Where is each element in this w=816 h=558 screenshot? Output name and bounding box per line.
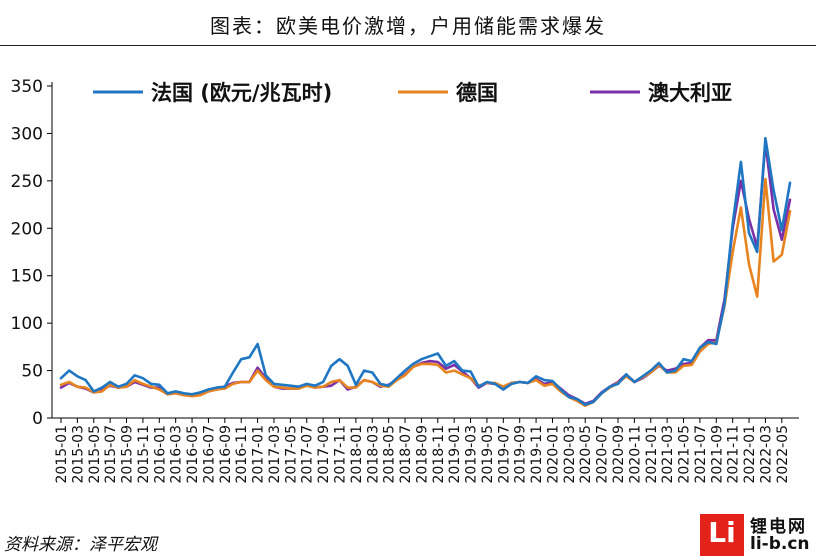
y-tick-label: 200 [11, 219, 43, 239]
y-tick-label: 150 [11, 267, 43, 287]
y-axis: 0 50 100 150 200 250 300 350 [11, 77, 53, 429]
x-tick-label: 2021-09 [709, 425, 725, 484]
x-tick-label: 2018-09 [414, 425, 430, 484]
x-tick-label: 2017-11 [332, 425, 348, 484]
series-line [59, 177, 792, 408]
x-tick-label: 2022-03 [758, 425, 774, 484]
x-tick-label: 2015-11 [136, 425, 152, 484]
x-tick-label: 2016-09 [218, 425, 234, 484]
legend-label: 澳大利亚 [648, 81, 732, 105]
x-tick-label: 2019-07 [496, 425, 512, 484]
x-tick-label: 2021-11 [726, 425, 742, 484]
page-title: 图表：欧美电价激增，户用储能需求爆发 [210, 14, 606, 38]
x-tick-label: 2019-09 [513, 425, 529, 484]
logo-name: 锂电网 [750, 517, 807, 537]
series-line [59, 136, 792, 407]
y-tick-label: 0 [32, 409, 43, 429]
x-tick-label: 2016-01 [152, 425, 168, 484]
legend-label: 法国 (欧元/兆瓦时) [151, 81, 332, 105]
x-tick-label: 2022-01 [742, 425, 758, 484]
x-tick-label: 2019-05 [480, 425, 496, 484]
legend: 法国 (欧元/兆瓦时) 德国 澳大利亚 [93, 81, 732, 105]
logo-mark-text: Li [708, 516, 736, 549]
x-tick-label: 2017-09 [316, 425, 332, 484]
x-tick-label: 2015-07 [103, 425, 119, 484]
x-tick-label: 2020-01 [545, 425, 561, 484]
x-tick-label: 2015-05 [87, 425, 103, 484]
x-tick-label: 2020-05 [578, 425, 594, 484]
x-tick-label: 2018-01 [349, 425, 365, 484]
y-tick-label: 50 [21, 362, 43, 382]
x-tick-label: 2021-03 [660, 425, 676, 484]
x-tick-label: 2020-11 [627, 425, 643, 484]
x-tick-label: 2018-05 [382, 425, 398, 484]
x-tick-label: 2019-11 [529, 425, 545, 484]
x-tick-label: 2019-01 [447, 425, 463, 484]
x-tick-label: 2016-03 [169, 425, 185, 484]
x-tick-label: 2015-09 [120, 425, 136, 484]
logo-mark: Li [700, 514, 744, 556]
x-tick-label: 2016-05 [185, 425, 201, 484]
x-tick-label: 2017-05 [283, 425, 299, 484]
logo-site: li-b.cn [750, 534, 810, 554]
y-tick-label: 250 [11, 172, 43, 192]
x-tick-label: 2015-03 [70, 425, 86, 484]
source-note: 资料来源：泽平宏观 [4, 535, 157, 555]
x-tick-label: 2018-11 [431, 425, 447, 484]
y-tick-label: 300 [11, 124, 43, 144]
x-tick-label: 2015-01 [54, 425, 70, 484]
x-tick-label: 2020-03 [562, 425, 578, 484]
x-tick-label: 2018-03 [365, 425, 381, 484]
x-tick-label: 2021-01 [644, 425, 660, 484]
x-tick-label: 2022-05 [775, 425, 791, 484]
x-axis: 2015-01 2015-03 2015-05 2015-07 2015-09 2015-… [52, 417, 799, 484]
x-tick-label: 2017-03 [267, 425, 283, 484]
y-tick-label: 100 [11, 314, 43, 334]
x-tick-label: 2020-09 [611, 425, 627, 484]
x-tick-label: 2021-07 [693, 425, 709, 484]
x-tick-label: 2017-01 [251, 425, 267, 484]
title-divider [0, 45, 816, 46]
x-tick-label: 2017-07 [300, 425, 316, 484]
x-tick-label: 2021-05 [677, 425, 693, 484]
y-tick-label: 350 [11, 77, 43, 97]
legend-label: 德国 [456, 81, 498, 105]
brand-logo: Li 锂电网 li-b.cn [700, 512, 816, 558]
x-tick-label: 2018-07 [398, 425, 414, 484]
series-lines [59, 136, 792, 408]
x-tick-label: 2020-07 [595, 425, 611, 484]
x-tick-label: 2016-11 [234, 425, 250, 484]
x-tick-label: 2019-03 [464, 425, 480, 484]
x-tick-label: 2016-07 [201, 425, 217, 484]
